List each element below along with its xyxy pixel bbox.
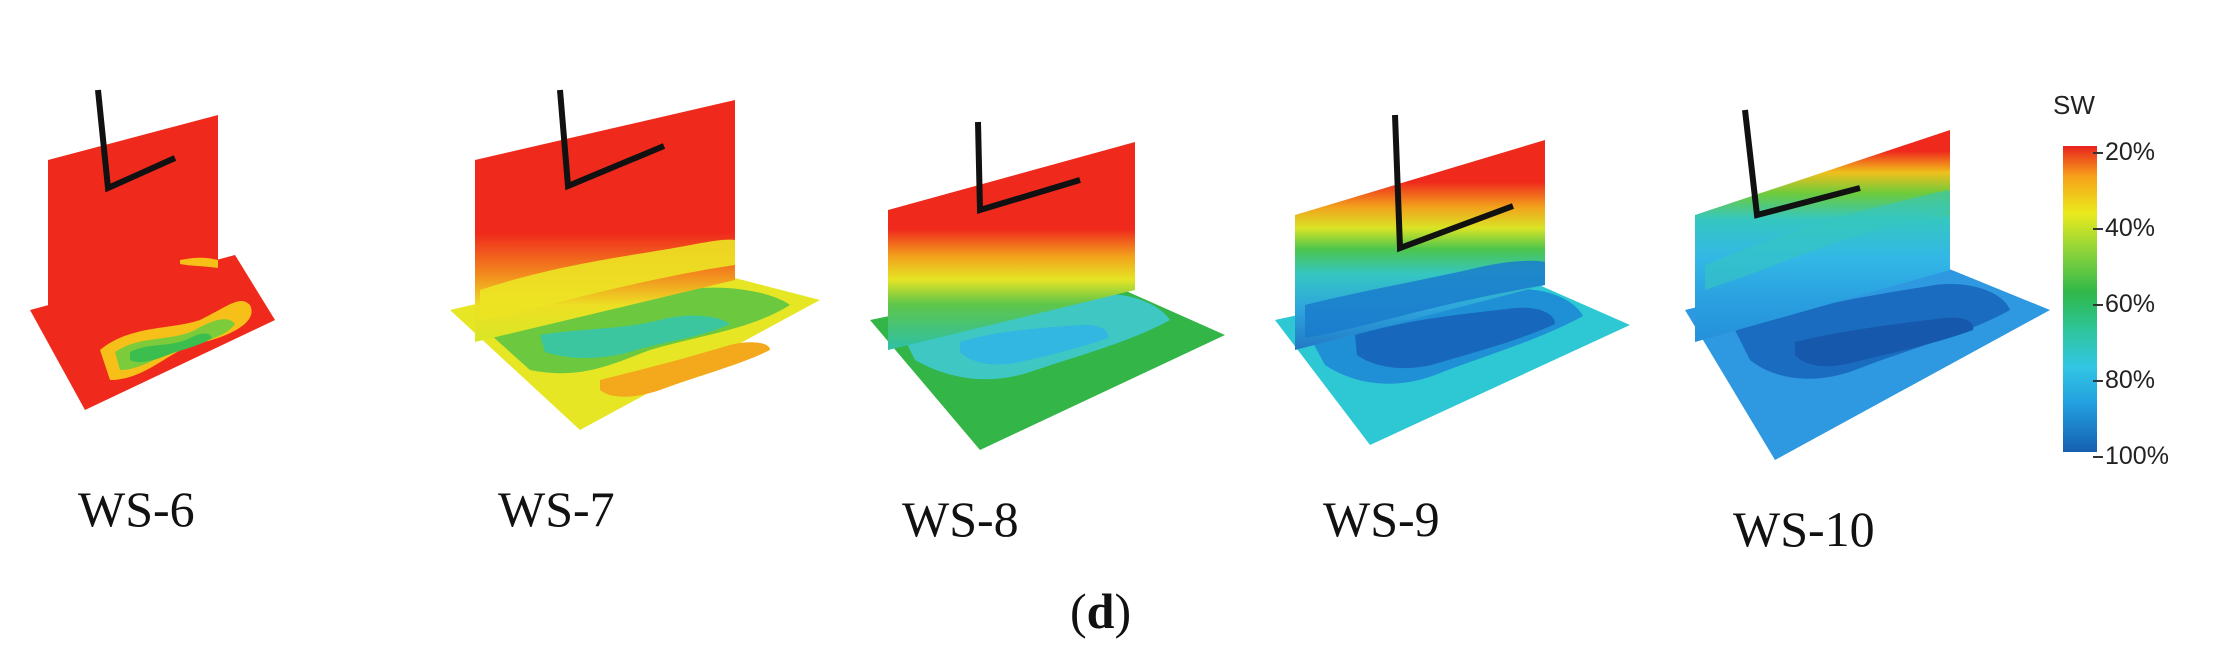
colorbar-tick: 20%	[2093, 138, 2205, 167]
colorbar: SW 20% 40% 60% 80% 100%	[2045, 80, 2215, 480]
panel-label-ws-9: WS-9	[1323, 491, 1440, 547]
colorbar-tick: 80%	[2093, 366, 2205, 395]
subfigure-caption: (d)	[1070, 582, 1131, 640]
saturation-3d-view-ws-8	[870, 121, 1225, 450]
colorbar-tick: 100%	[2093, 442, 2205, 471]
caption-open-paren: (	[1070, 583, 1087, 639]
colorbar-gradient	[2063, 146, 2097, 452]
panel-label-ws-10: WS-10	[1733, 501, 1875, 557]
panel-label-ws-8: WS-8	[902, 491, 1019, 547]
caption-close-paren: )	[1114, 583, 1132, 639]
saturation-3d-view-ws-6	[30, 89, 275, 410]
caption-letter: d	[1086, 583, 1115, 639]
saturation-3d-view-ws-10	[1685, 109, 2050, 460]
panel-ws-6: WS-6	[30, 80, 390, 537]
colorbar-tick: 60%	[2093, 290, 2205, 319]
panel-ws-8: WS-8	[860, 80, 1240, 547]
colorbar-tick: 40%	[2093, 214, 2205, 243]
panel-label-ws-6: WS-6	[78, 481, 195, 537]
panel-ws-7: WS-7	[450, 80, 830, 537]
panel-label-ws-7: WS-7	[498, 481, 615, 537]
colorbar-title: SW	[2053, 90, 2095, 120]
saturation-3d-view-ws-7	[450, 89, 820, 430]
panel-ws-9: WS-9	[1265, 80, 1645, 547]
panel-ws-10: WS-10	[1675, 80, 2055, 557]
saturation-3d-view-ws-9	[1275, 114, 1630, 445]
